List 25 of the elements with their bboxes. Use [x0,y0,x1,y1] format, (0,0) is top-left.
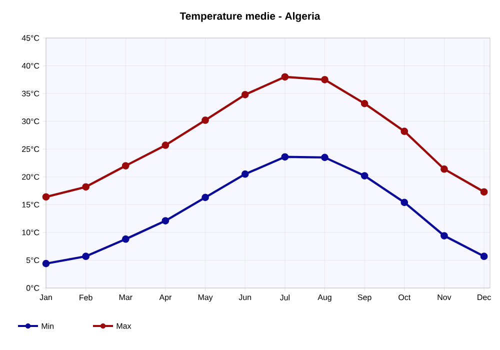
point [360,100,368,108]
point [42,193,50,201]
point [162,217,170,224]
point [241,90,249,98]
point [202,194,209,202]
point [122,162,130,170]
point [281,153,289,161]
point [480,252,488,260]
point [162,142,170,149]
point [241,170,249,178]
point [122,235,130,243]
point [281,73,289,81]
point [202,116,209,124]
point [360,172,368,180]
point [321,76,328,84]
point [400,128,408,136]
point [321,154,328,162]
point [42,260,50,268]
chart-title: Temperature medie - Algeria [180,12,320,22]
point [440,232,448,240]
point [480,188,488,196]
point [440,165,448,173]
point [82,183,90,191]
point [82,252,90,260]
point [400,198,408,206]
